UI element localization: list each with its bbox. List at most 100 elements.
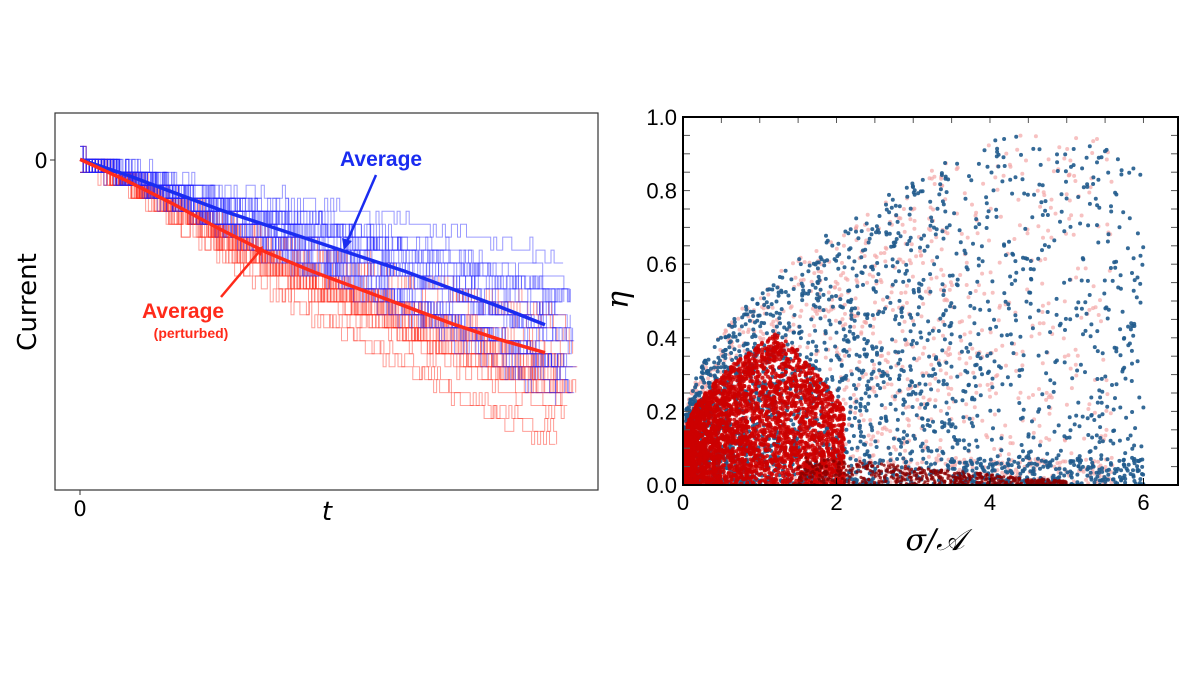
scatter-point-light-red — [965, 235, 970, 240]
scatter-point-blue — [962, 446, 967, 451]
scatter-point-blue — [1021, 407, 1026, 412]
scatter-point-blue — [994, 214, 999, 219]
scatter-point-blue — [946, 464, 951, 469]
scatter-point-blue — [755, 318, 760, 323]
scatter-point-blue — [1099, 155, 1104, 160]
scatter-point-light-red — [997, 260, 1002, 265]
scatter-point-light-red — [1041, 321, 1046, 326]
scatter-point-light-red — [1000, 343, 1005, 348]
scatter-point-blue — [818, 316, 823, 321]
scatter-point-blue — [770, 287, 775, 292]
scatter-point-light-red — [1104, 378, 1109, 383]
scatter-point-blue — [957, 438, 962, 443]
scatter-point-light-red — [872, 362, 876, 367]
scatter-point-blue — [871, 369, 876, 374]
scatter-point-light-red — [1014, 467, 1019, 472]
scatter-point-blue — [975, 279, 980, 284]
scatter-point-light-red — [851, 392, 856, 397]
scatter-point-blue — [895, 427, 900, 432]
scatter-point-light-red — [838, 273, 843, 278]
scatter-point-light-red — [854, 224, 859, 229]
scatter-point-light-red — [1049, 197, 1054, 202]
scatter-point-blue — [911, 288, 916, 292]
scatter-point-blue — [800, 284, 805, 289]
scatter-point-blue — [1085, 473, 1090, 478]
scatter-point-blue — [896, 231, 901, 236]
scatter-point-light-red — [945, 231, 950, 236]
scatter-point-light-red — [879, 280, 884, 285]
scatter-point-blue — [848, 227, 853, 232]
scatter-point-blue — [853, 405, 858, 410]
scatter-point-light-red — [1087, 307, 1092, 312]
scatter-point-blue — [1069, 164, 1073, 169]
scatter-point-blue — [966, 448, 971, 453]
scatter-point-blue — [971, 424, 975, 429]
scatter-point-light-red — [796, 282, 801, 287]
scatter-point-light-red — [893, 447, 898, 452]
scatter-point-light-red — [1058, 460, 1063, 465]
scatter-point-light-red — [860, 324, 865, 329]
scatter-point-blue — [1096, 240, 1101, 245]
scatter-point-blue — [1009, 463, 1014, 468]
scatter-point-blue — [893, 407, 898, 412]
scatter-point-blue — [964, 265, 969, 270]
scatter-point-blue — [940, 348, 945, 353]
scatter-point-blue — [941, 313, 946, 318]
scatter-point-blue — [865, 387, 870, 392]
scatter-point-light-red — [758, 329, 763, 334]
scatter-point-blue — [1118, 327, 1123, 332]
scatter-point-blue — [859, 396, 864, 401]
scatter-point-blue — [990, 464, 995, 469]
scatter-point-blue — [706, 381, 711, 386]
scatter-point-blue — [759, 320, 764, 325]
scatter-point-light-red — [939, 247, 944, 252]
scatter-point-blue — [787, 324, 792, 329]
scatter-point-light-red — [883, 406, 888, 410]
scatter-point-blue — [1118, 405, 1123, 410]
scatter-point-blue — [795, 436, 800, 441]
scatter-point-blue — [779, 307, 784, 312]
scatter-point-light-red — [900, 329, 905, 334]
scatter-point-blue — [911, 390, 916, 394]
scatter-point-blue — [1086, 223, 1091, 228]
arrowhead-red — [254, 246, 263, 256]
scatter-point-light-red — [823, 314, 828, 319]
scatter-point-light-red — [833, 318, 838, 323]
scatter-point-light-red — [737, 344, 742, 349]
scatter-point-blue — [890, 257, 895, 262]
scatter-point-blue — [887, 231, 892, 236]
scatter-point-blue — [899, 465, 904, 470]
scatter-point-blue — [990, 376, 995, 381]
scatter-point-blue — [1100, 439, 1105, 444]
scatter-point-light-red — [923, 289, 928, 294]
scatter-point-light-red — [903, 342, 908, 347]
scatter-point-blue — [797, 324, 802, 329]
scatter-point-blue — [922, 233, 926, 238]
scatter-point-blue — [1100, 389, 1105, 394]
scatter-point-blue — [879, 403, 884, 408]
scatter-point-blue — [995, 461, 999, 466]
scatter-point-blue — [926, 319, 931, 324]
scatter-point-light-red — [957, 356, 962, 361]
scatter-point-light-red — [737, 327, 742, 332]
scatter-point-blue — [945, 411, 950, 416]
scatter-point-blue — [895, 417, 900, 422]
scatter-point-blue — [721, 349, 726, 354]
scatter-point-blue — [1017, 374, 1022, 378]
scatter-point-blue — [1098, 436, 1103, 440]
scatter-point-blue — [955, 283, 960, 288]
scatter-point-blue — [732, 320, 737, 325]
scatter-point-blue — [1063, 152, 1068, 157]
scatter-point-blue — [774, 324, 779, 329]
scatter-point-light-red — [1038, 439, 1043, 444]
scatter-point-blue — [1079, 278, 1084, 283]
trajectory-line — [80, 158, 572, 355]
scatter-point-light-red — [987, 238, 991, 243]
scatter-point-light-red — [990, 290, 995, 295]
scatter-point-blue — [949, 364, 954, 369]
scatter-point-light-red — [955, 165, 960, 170]
scatter-point-blue — [908, 451, 913, 456]
scatter-point-light-red — [761, 332, 766, 336]
scatter-point-light-red — [798, 314, 803, 319]
scatter-point-light-red — [873, 253, 877, 258]
